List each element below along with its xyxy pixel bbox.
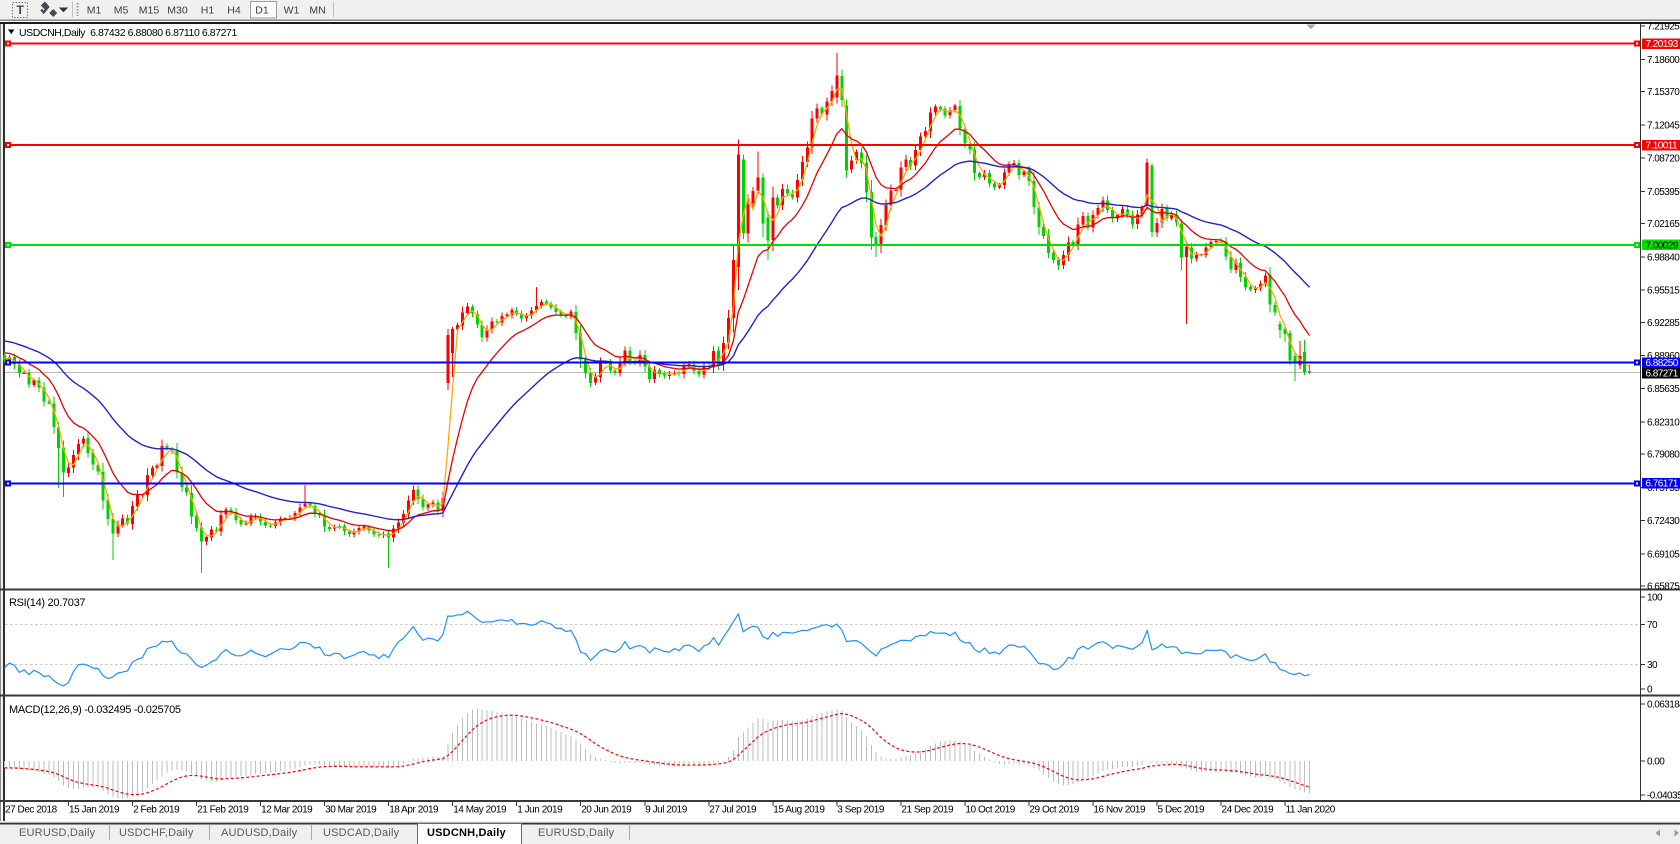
svg-text:20 Jun 2019: 20 Jun 2019: [581, 805, 632, 816]
svg-text:6.95515: 6.95515: [1647, 286, 1680, 297]
svg-text:0: 0: [1647, 685, 1653, 696]
svg-text:H1: H1: [201, 5, 215, 17]
svg-text:5 Dec 2019: 5 Dec 2019: [1158, 805, 1206, 816]
svg-text:USDCHF,Daily: USDCHF,Daily: [119, 827, 194, 839]
svg-text:100: 100: [1647, 593, 1663, 604]
svg-text:7.20193: 7.20193: [1646, 39, 1679, 50]
svg-text:7.21925: 7.21925: [1647, 22, 1680, 33]
svg-text:6.85635: 6.85635: [1647, 384, 1680, 395]
svg-text:W1: W1: [284, 5, 300, 17]
svg-text:RSI(14) 20.7037: RSI(14) 20.7037: [9, 597, 85, 609]
svg-text:EURUSD,Daily: EURUSD,Daily: [19, 827, 96, 839]
svg-text:27 Jul 2019: 27 Jul 2019: [709, 805, 757, 816]
svg-text:27 Dec 2018: 27 Dec 2018: [5, 805, 58, 816]
svg-text:USDCNH,Daily: USDCNH,Daily: [427, 827, 506, 839]
svg-text:M1: M1: [87, 5, 102, 17]
svg-text:7.18600: 7.18600: [1647, 55, 1680, 66]
svg-text:16 Nov 2019: 16 Nov 2019: [1093, 805, 1146, 816]
svg-text:6.72430: 6.72430: [1647, 516, 1680, 527]
svg-text:AUDUSD,Daily: AUDUSD,Daily: [221, 827, 298, 839]
svg-text:M15: M15: [139, 5, 160, 17]
svg-text:-0.040355: -0.040355: [1647, 791, 1680, 802]
svg-text:6.65875: 6.65875: [1647, 582, 1680, 593]
svg-text:USDCNH,Daily 6.87432 6.88080: USDCNH,Daily 6.87432 6.88080 6.87110 6.8…: [19, 27, 237, 39]
svg-text:USDCAD,Daily: USDCAD,Daily: [323, 827, 400, 839]
svg-text:6.88250: 6.88250: [1646, 358, 1679, 369]
svg-text:6.82310: 6.82310: [1647, 418, 1680, 429]
svg-text:7.02165: 7.02165: [1647, 219, 1680, 230]
svg-text:15 Jan 2019: 15 Jan 2019: [69, 805, 120, 816]
svg-text:6.79080: 6.79080: [1647, 450, 1680, 461]
svg-text:7.05395: 7.05395: [1647, 187, 1680, 198]
svg-text:14 May 2019: 14 May 2019: [453, 805, 507, 816]
svg-text:29 Oct 2019: 29 Oct 2019: [1029, 805, 1079, 816]
svg-text:9 Jul 2019: 9 Jul 2019: [645, 805, 688, 816]
svg-text:6.87271: 6.87271: [1646, 369, 1679, 380]
svg-text:30 Mar 2019: 30 Mar 2019: [325, 805, 377, 816]
svg-text:6.98840: 6.98840: [1647, 252, 1680, 263]
svg-text:6.69105: 6.69105: [1647, 549, 1680, 560]
svg-text:1 Jun 2019: 1 Jun 2019: [517, 805, 563, 816]
svg-text:7.00029: 7.00029: [1646, 240, 1679, 251]
svg-text:21 Sep 2019: 21 Sep 2019: [901, 805, 954, 816]
svg-text:MACD(12,26,9) -0.032495 -0.025: MACD(12,26,9) -0.032495 -0.025705: [9, 704, 181, 716]
svg-text:0.063184: 0.063184: [1647, 700, 1680, 711]
svg-text:11 Jan 2020: 11 Jan 2020: [1286, 805, 1336, 816]
svg-text:T: T: [17, 3, 25, 17]
svg-text:MN: MN: [309, 5, 325, 17]
svg-text:15 Aug 2019: 15 Aug 2019: [773, 805, 825, 816]
svg-text:M30: M30: [167, 5, 188, 17]
svg-text:18 Apr 2019: 18 Apr 2019: [389, 805, 439, 816]
svg-text:EURUSD,Daily: EURUSD,Daily: [538, 827, 615, 839]
svg-text:0.00: 0.00: [1647, 757, 1665, 768]
svg-text:70: 70: [1647, 620, 1658, 631]
svg-text:7.12045: 7.12045: [1647, 120, 1680, 131]
svg-text:H4: H4: [227, 5, 241, 17]
svg-text:6.92285: 6.92285: [1647, 318, 1680, 329]
svg-text:10 Oct 2019: 10 Oct 2019: [965, 805, 1015, 816]
svg-text:24 Dec 2019: 24 Dec 2019: [1222, 805, 1275, 816]
svg-text:7.10011: 7.10011: [1646, 141, 1679, 152]
svg-text:6.76171: 6.76171: [1646, 479, 1679, 490]
svg-text:3 Sep 2019: 3 Sep 2019: [837, 805, 885, 816]
svg-text:7.08720: 7.08720: [1647, 154, 1680, 165]
svg-text:7.15370: 7.15370: [1647, 87, 1680, 98]
svg-text:2 Feb 2019: 2 Feb 2019: [133, 805, 180, 816]
svg-text:21 Feb 2019: 21 Feb 2019: [197, 805, 249, 816]
svg-text:6.88960: 6.88960: [1647, 351, 1680, 362]
svg-text:D1: D1: [255, 5, 269, 17]
svg-text:30: 30: [1647, 660, 1658, 671]
svg-text:12 Mar 2019: 12 Mar 2019: [261, 805, 313, 816]
svg-text:M5: M5: [114, 5, 129, 17]
